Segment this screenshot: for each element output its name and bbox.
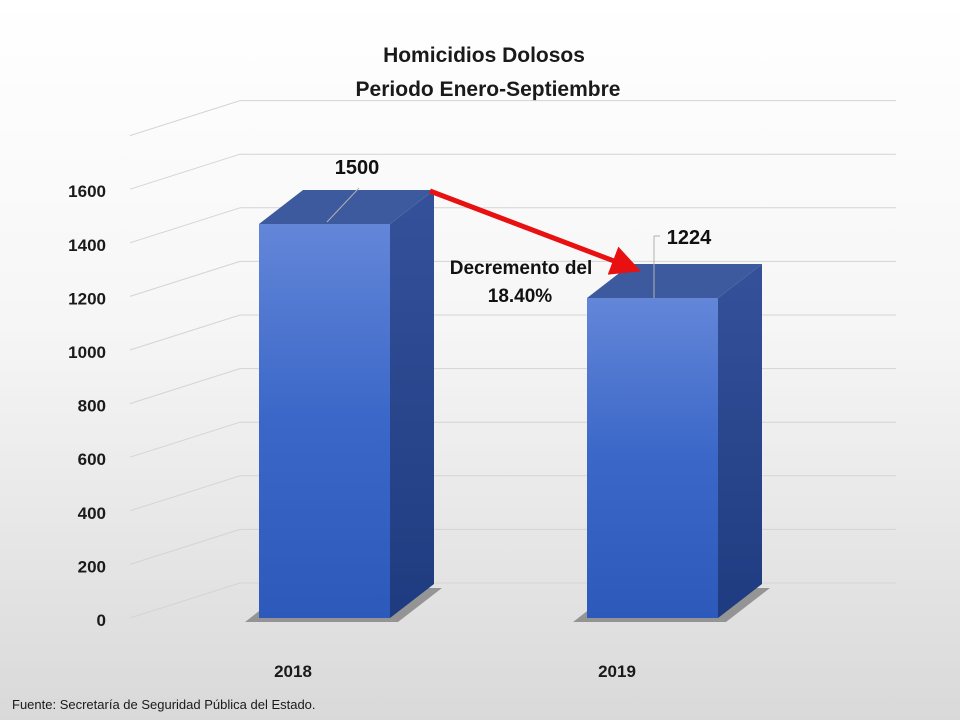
gridlines: [129, 100, 896, 619]
annotation-line-2: 18.40%: [488, 286, 553, 307]
gridline-side: [129, 260, 241, 297]
bar-2019: [573, 263, 770, 622]
x-tick-label: 2018: [274, 662, 312, 681]
bar-front: [587, 297, 718, 618]
data-label: 1224: [667, 227, 712, 249]
y-tick-label: 1600: [68, 182, 106, 201]
data-labels: 2018 2019 1500 1224: [274, 157, 712, 681]
gridline-side: [129, 314, 241, 351]
y-axis-ticks: 0 200 400 600 800 1000 1200 1400 1600: [68, 182, 106, 630]
bar-side: [718, 263, 762, 618]
y-tick-label: 600: [78, 450, 106, 469]
gridline-side: [129, 100, 241, 137]
bar-2018: [245, 190, 442, 622]
y-tick-label: 1000: [68, 343, 106, 362]
gridline-side: [129, 421, 241, 458]
bars: [245, 190, 770, 622]
chart-title: Homicidios Dolosos: [383, 44, 585, 67]
gridline-side: [129, 475, 241, 512]
gridline-side: [129, 582, 241, 619]
gridline-side: [129, 207, 241, 244]
data-label-leader: [326, 187, 360, 223]
gridline-side: [129, 528, 241, 565]
y-tick-label: 400: [78, 504, 106, 523]
bar-front: [259, 224, 390, 618]
y-tick-label: 800: [78, 397, 106, 416]
decrease-arrow: [429, 188, 642, 275]
bar-side: [390, 190, 434, 618]
gridline-side: [129, 368, 241, 405]
y-tick-label: 1400: [68, 236, 106, 255]
y-tick-label: 0: [97, 611, 106, 630]
chart-subtitle: Periodo Enero-Septiembre: [356, 78, 621, 101]
x-tick-label: 2019: [598, 662, 636, 681]
bar-top: [259, 190, 434, 224]
gridline-side: [129, 153, 241, 190]
data-label: 1500: [335, 157, 380, 179]
source-note: Fuente: Secretaría de Seguridad Pública …: [12, 697, 316, 712]
y-tick-label: 1200: [68, 289, 106, 308]
annotation-line-1: Decremento del: [450, 258, 593, 279]
y-tick-label: 200: [78, 557, 106, 576]
